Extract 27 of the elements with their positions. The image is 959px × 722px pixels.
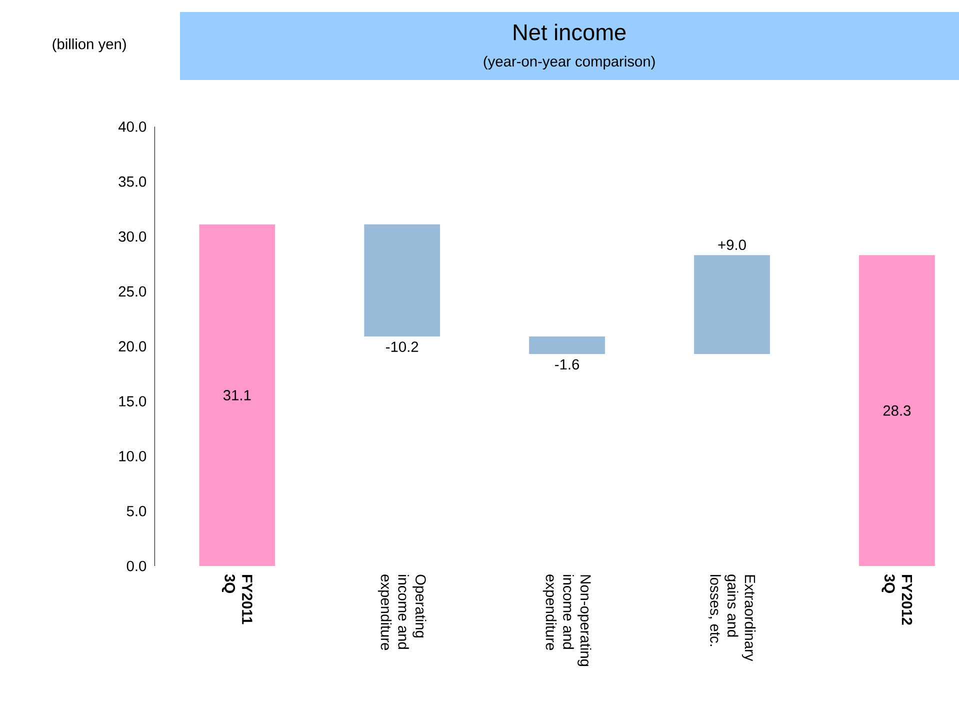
y-tick-label: 15.0: [119, 396, 146, 406]
bar: [529, 336, 605, 354]
chart-title: Net income: [514, 24, 626, 40]
y-tick-label: 25.0: [118, 286, 146, 297]
y-tick-label: 10.0: [119, 451, 146, 462]
data-label: 28.3: [883, 405, 911, 416]
x-tick-label: Extraordinary gains and losses, etc.: [708, 574, 756, 662]
y-tick-label: 30.0: [118, 231, 146, 242]
bar: [694, 255, 770, 354]
chart-subtitle: (year-on-year comparison): [484, 56, 655, 70]
x-tick-label: FY2012 3Q: [882, 574, 912, 625]
y-tick-label: 35.0: [118, 176, 146, 187]
y-tick-label: 5.0: [126, 506, 146, 516]
y-tick-label: 0.0: [126, 560, 146, 572]
bar: [199, 224, 276, 566]
x-tick-label: Operating income and expenditure: [378, 574, 426, 650]
y-tick-label: 40.0: [118, 122, 146, 132]
x-tick-label: Non-operating income and expenditure: [542, 574, 592, 666]
data-label: +9.0: [718, 240, 746, 250]
y-axis-title: (billion yen): [52, 38, 126, 52]
x-tick-label: FY2011 3Q: [222, 574, 252, 624]
data-label: 31.1: [223, 390, 251, 400]
data-label: -10.2: [386, 342, 418, 352]
data-label: -1.6: [555, 359, 580, 370]
bar: [859, 255, 935, 566]
y-tick-label: 20.0: [118, 341, 146, 352]
bar: [364, 224, 440, 336]
